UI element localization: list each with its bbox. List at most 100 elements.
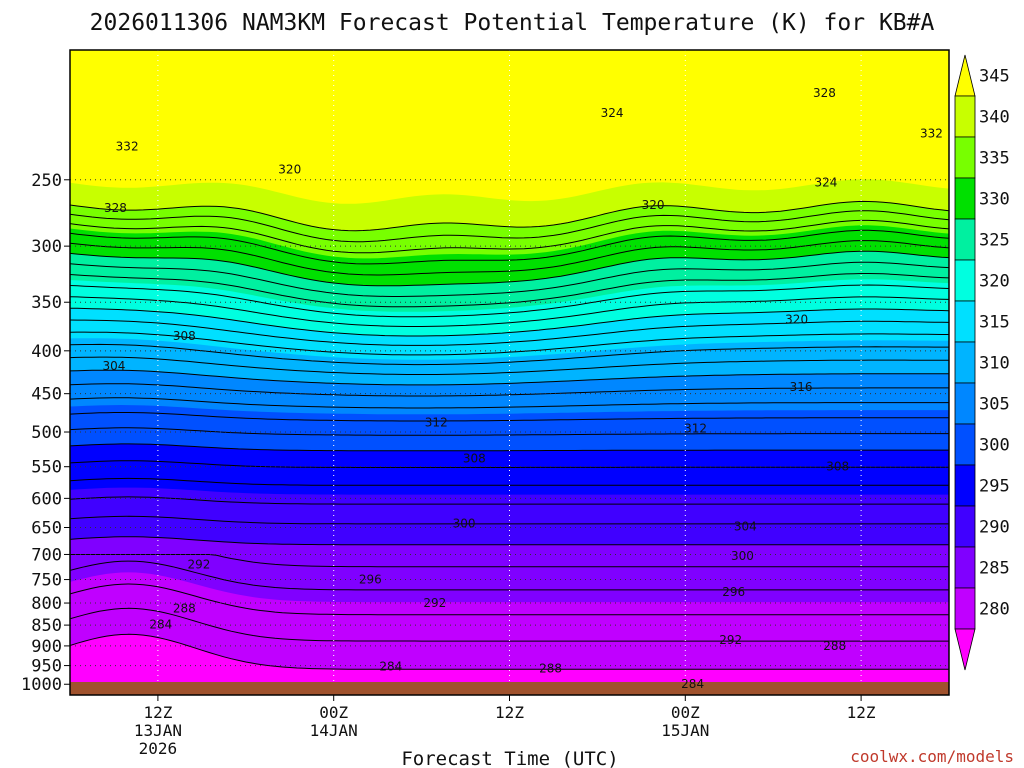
colorbar-swatch xyxy=(954,546,976,589)
x-tick-label: 00Z xyxy=(319,703,348,722)
contour-label: 324 xyxy=(814,176,837,190)
colorbar-tick-label: 320 xyxy=(979,272,1010,292)
isentrope-340 xyxy=(70,200,949,232)
contour-label: 332 xyxy=(116,139,139,153)
contour-label: 292 xyxy=(423,596,446,610)
contour-label: 320 xyxy=(642,198,665,212)
isentrope-316 xyxy=(70,331,949,356)
isentrope-284 xyxy=(70,583,949,616)
x-tick-label: 13JAN xyxy=(134,721,182,740)
isentrope-318 xyxy=(70,319,949,346)
colorbar-tick-label: 335 xyxy=(979,149,1010,169)
contour-label: 308 xyxy=(463,452,486,466)
colorbar-swatch xyxy=(954,464,976,507)
isentrope-338 xyxy=(70,210,949,243)
colorbar-swatch xyxy=(954,341,976,384)
y-tick-label: 600 xyxy=(31,489,62,509)
ground-surface xyxy=(70,682,949,695)
contour-label: 312 xyxy=(425,415,448,429)
y-tick-label: 850 xyxy=(31,616,62,636)
colorbar-tick-label: 295 xyxy=(979,477,1010,497)
contour-label: 296 xyxy=(359,573,382,587)
contour-label: 288 xyxy=(173,601,196,615)
contour-label: 284 xyxy=(379,659,402,673)
colorbar-tick-label: 345 xyxy=(979,67,1010,87)
contour-label: 292 xyxy=(719,633,742,647)
isentrope-312 xyxy=(70,356,949,375)
isentrope-308 xyxy=(70,383,949,397)
isentrope-286 xyxy=(70,560,949,591)
y-tick-label: 550 xyxy=(31,458,62,478)
isentrope-328 xyxy=(70,261,949,297)
colorbar-tick-label: 290 xyxy=(979,518,1010,538)
contour-label: 328 xyxy=(104,201,127,215)
y-tick-label: 300 xyxy=(31,237,62,257)
y-tick-label: 800 xyxy=(31,594,62,614)
isentrope-306 xyxy=(70,397,949,409)
contour-label: 332 xyxy=(920,126,943,140)
colorbar-tick-label: 305 xyxy=(979,395,1010,415)
y-tick-label: 1000 xyxy=(21,675,62,695)
colorbar-tick-label: 325 xyxy=(979,231,1010,251)
chart-title: 2026011306 NAM3KM Forecast Potential Tem… xyxy=(90,10,935,36)
isentrope-332 xyxy=(70,240,949,276)
isentrope-290 xyxy=(70,536,949,546)
isentrope-294 xyxy=(70,496,949,505)
pressure-axis: 2503003504004505005506006507007508008509… xyxy=(21,171,70,695)
x-tick-label: 2026 xyxy=(139,739,178,758)
x-tick-label: 00Z xyxy=(671,703,700,722)
colorbar-tick-label: 300 xyxy=(979,436,1010,456)
contour-label: 304 xyxy=(734,519,757,533)
contour-label: 316 xyxy=(790,380,813,394)
y-tick-label: 950 xyxy=(31,657,62,677)
y-tick-label: 400 xyxy=(31,342,62,362)
isentrope-320 xyxy=(70,307,949,337)
colorbar-swatch xyxy=(954,587,976,630)
isentrope-314 xyxy=(70,343,949,366)
isentrope-322 xyxy=(70,296,949,327)
contour-label: 284 xyxy=(681,677,704,691)
isentrope-326 xyxy=(70,273,949,308)
contour-label: 308 xyxy=(173,329,196,343)
contour-label: 308 xyxy=(826,460,849,474)
colorbar-swatch xyxy=(954,300,976,343)
contour-label: 324 xyxy=(601,106,624,120)
y-tick-label: 500 xyxy=(31,423,62,443)
x-tick-label: 12Z xyxy=(143,703,172,722)
isentrope-336 xyxy=(70,219,949,254)
contour-label: 288 xyxy=(823,639,846,653)
colorbar-swatch xyxy=(954,218,976,261)
contour-label: 288 xyxy=(539,661,562,675)
band-345 xyxy=(70,50,949,204)
contour-label: 320 xyxy=(785,312,808,326)
isentrope-330 xyxy=(70,250,949,287)
colorbar-tick-label: 285 xyxy=(979,559,1010,579)
colorbar-swatch xyxy=(954,259,976,302)
colorbar: 345 340 335 330 325 320 315 310 305 300 295 290 285 2… xyxy=(954,54,1010,671)
colorbar-swatch xyxy=(954,177,976,220)
y-tick-label: 750 xyxy=(31,571,62,591)
contour-label: 300 xyxy=(731,549,754,563)
x-tick-label: 15JAN xyxy=(661,721,709,740)
isentrope-298 xyxy=(70,460,949,468)
isentrope-324 xyxy=(70,284,949,318)
isentrope-280 xyxy=(70,633,949,670)
contour-label: 292 xyxy=(187,558,210,572)
contour-label: 300 xyxy=(453,517,476,531)
contour-label: 312 xyxy=(684,421,707,435)
colorbar-swatch xyxy=(954,382,976,425)
colorbar-tick-label: 330 xyxy=(979,190,1010,210)
isentrope-292 xyxy=(70,515,949,525)
y-tick-label: 450 xyxy=(31,385,62,405)
colorbar-swatch xyxy=(954,54,976,97)
plot-area xyxy=(70,50,949,695)
contour-label: 328 xyxy=(813,86,836,100)
isentrope-310 xyxy=(70,369,949,386)
colorbar-swatch xyxy=(954,95,976,138)
x-tick-label: 12Z xyxy=(495,703,524,722)
colorbar-swatch xyxy=(954,628,976,671)
credit-link[interactable]: coolwx.com/models xyxy=(850,747,1014,766)
colorbar-swatch xyxy=(954,423,976,466)
